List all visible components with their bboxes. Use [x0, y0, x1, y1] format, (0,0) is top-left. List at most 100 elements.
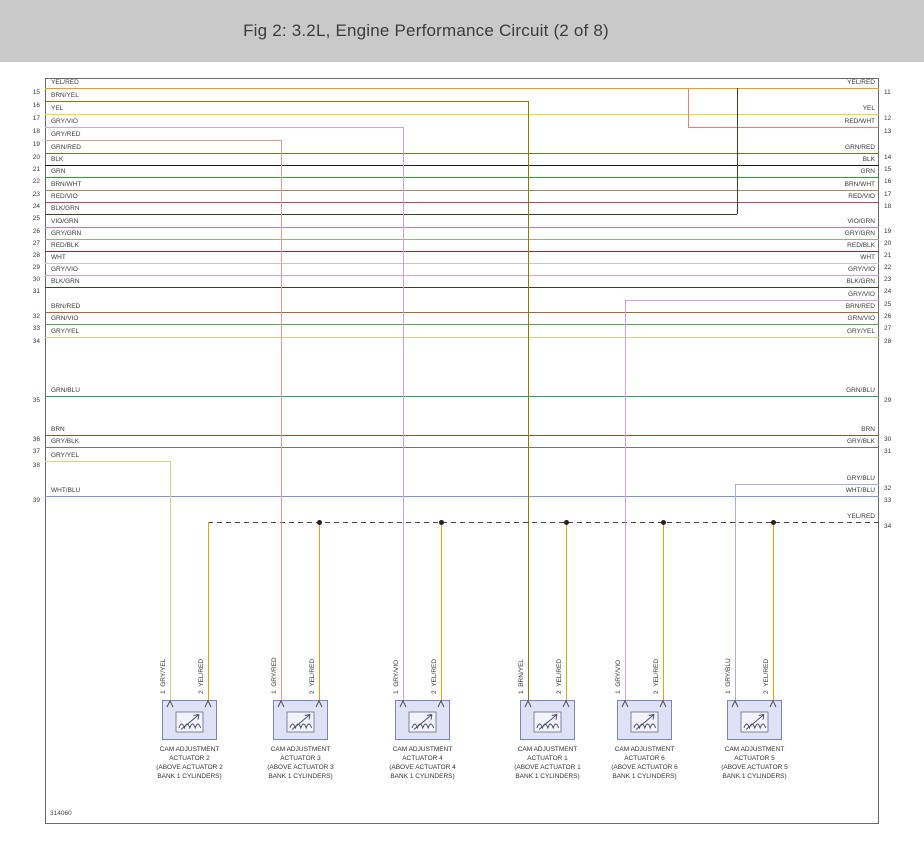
- cam-actuator-symbol: [162, 699, 217, 740]
- wire-label: GRY/BLU: [846, 475, 875, 482]
- wire-yel-red: [663, 522, 664, 700]
- wire-gry-vio: [403, 127, 404, 700]
- actuator-label: CAM ADJUSTMENT: [724, 746, 785, 753]
- pin-number: 32: [32, 313, 40, 320]
- wire-label: BLK: [51, 156, 64, 163]
- wire-label-vertical: 1 GRY/VIO: [393, 659, 400, 694]
- wire-red-blk: [45, 251, 879, 252]
- wire-label: YEL/RED: [51, 79, 79, 86]
- cam-actuator-symbol: [273, 699, 328, 740]
- wire-gry-blu: [735, 484, 736, 700]
- wire-label: RED/VIO: [51, 193, 78, 200]
- wire-wht: [45, 263, 879, 264]
- wire-label: BRN/YEL: [51, 92, 79, 99]
- wire-label: GRN: [51, 168, 66, 175]
- wire-grn-red: [45, 153, 879, 154]
- pin-number: 16: [32, 102, 40, 109]
- junction-dot: [439, 520, 444, 525]
- wire-label: RED/BLK: [51, 242, 79, 249]
- wire-label: GRN/BLU: [51, 387, 80, 394]
- wire-label: GRY/YEL: [51, 328, 80, 335]
- wire-label: WHT/BLU: [845, 487, 875, 494]
- wire-label-vertical: 1 GRY/BLU: [725, 658, 732, 694]
- junction-dot: [317, 520, 322, 525]
- wire-label: GRY/VIO: [848, 291, 875, 298]
- pin-number: 21: [32, 166, 40, 173]
- pin-number: 34: [32, 338, 40, 345]
- wire-brn-wht: [45, 190, 879, 191]
- wire-blk-grn: [737, 88, 738, 214]
- cam-actuator-symbol: [395, 699, 450, 740]
- wire-label: GRY/GRN: [51, 230, 82, 237]
- pin-number: 29: [32, 264, 40, 271]
- wire-gry-yel: [45, 461, 170, 462]
- wire-yel-red: [319, 522, 320, 700]
- pin-number: 26: [884, 313, 892, 320]
- actuator-label: (ABOVE ACTUATOR 4: [389, 764, 456, 771]
- wire-label-vertical: 1 GRY/RED: [271, 657, 278, 694]
- pin-number: 19: [884, 228, 892, 235]
- wire-blk: [45, 165, 879, 166]
- pin-number: 21: [884, 252, 892, 259]
- pin-number: 12: [884, 115, 892, 122]
- wire-label: GRY/VIO: [51, 118, 78, 125]
- wire-blk-grn: [45, 287, 879, 288]
- wire-blk-grn: [45, 214, 737, 215]
- pin-number: 29: [884, 397, 892, 404]
- actuator-2: [162, 699, 217, 740]
- actuator-label: ACTUATOR 6: [624, 755, 665, 762]
- pin-number: 16: [884, 178, 892, 185]
- pin-number: 30: [32, 276, 40, 283]
- pin-number: 37: [32, 448, 40, 455]
- wire-label: RED/BLK: [847, 242, 875, 249]
- actuator-label: CAM ADJUSTMENT: [517, 746, 578, 753]
- wire-gry-vio: [625, 300, 879, 301]
- wire-yel-red: [208, 522, 209, 700]
- pin-number: 14: [884, 154, 892, 161]
- actuator-label: (ABOVE ACTUATOR 6: [611, 764, 678, 771]
- pin-number: 26: [32, 228, 40, 235]
- wire-brn-yel: [528, 101, 529, 700]
- actuator-label: ACTUATOR 4: [402, 755, 443, 762]
- wire-label: RED/WHT: [844, 118, 875, 125]
- wire-yel-red: [773, 522, 774, 700]
- pin-number: 17: [32, 115, 40, 122]
- pin-number: 32: [884, 485, 892, 492]
- wire-yel-red: [566, 522, 567, 700]
- wire-label: BRN/WHT: [51, 181, 82, 188]
- pin-number: 22: [32, 178, 40, 185]
- wire-red-wht: [688, 127, 879, 128]
- junction-dot: [661, 520, 666, 525]
- pin-number: 25: [32, 215, 40, 222]
- actuator-label: BANK 1 CYLINDERS): [722, 773, 787, 780]
- wire-label: GRN/BLU: [846, 387, 875, 394]
- wire-brn: [45, 435, 879, 436]
- actuator-6: [617, 699, 672, 740]
- wire-gry-grn: [45, 239, 879, 240]
- junction-dot: [564, 520, 569, 525]
- pin-number: 18: [884, 203, 892, 210]
- pin-number: 17: [884, 191, 892, 198]
- diagram-border: [45, 78, 879, 824]
- pin-number: 15: [32, 89, 40, 96]
- pin-number: 35: [32, 397, 40, 404]
- pin-number: 39: [32, 497, 40, 504]
- wire-gry-vio: [625, 300, 626, 700]
- actuator-label: ACTUATOR 1: [527, 755, 568, 762]
- wire-label: GRY/BLK: [51, 438, 80, 445]
- actuator-label: BANK 1 CYLINDERS): [390, 773, 455, 780]
- wire-label: BLK/GRN: [846, 278, 875, 285]
- pin-number: 31: [884, 448, 892, 455]
- title-bar: Fig 2: 3.2L, Engine Performance Circuit …: [0, 0, 924, 62]
- wire-label: GRY/VIO: [51, 266, 78, 273]
- wire-yel: [45, 114, 879, 115]
- pin-number: 27: [884, 325, 892, 332]
- cam-actuator-symbol: [617, 699, 672, 740]
- wire-label: VIO/GRN: [847, 218, 875, 225]
- wire-grn-blu: [45, 396, 879, 397]
- wire-label-vertical: 2 YEL/RED: [653, 658, 660, 694]
- pin-number: 30: [884, 436, 892, 443]
- wire-yel-red: [45, 88, 879, 89]
